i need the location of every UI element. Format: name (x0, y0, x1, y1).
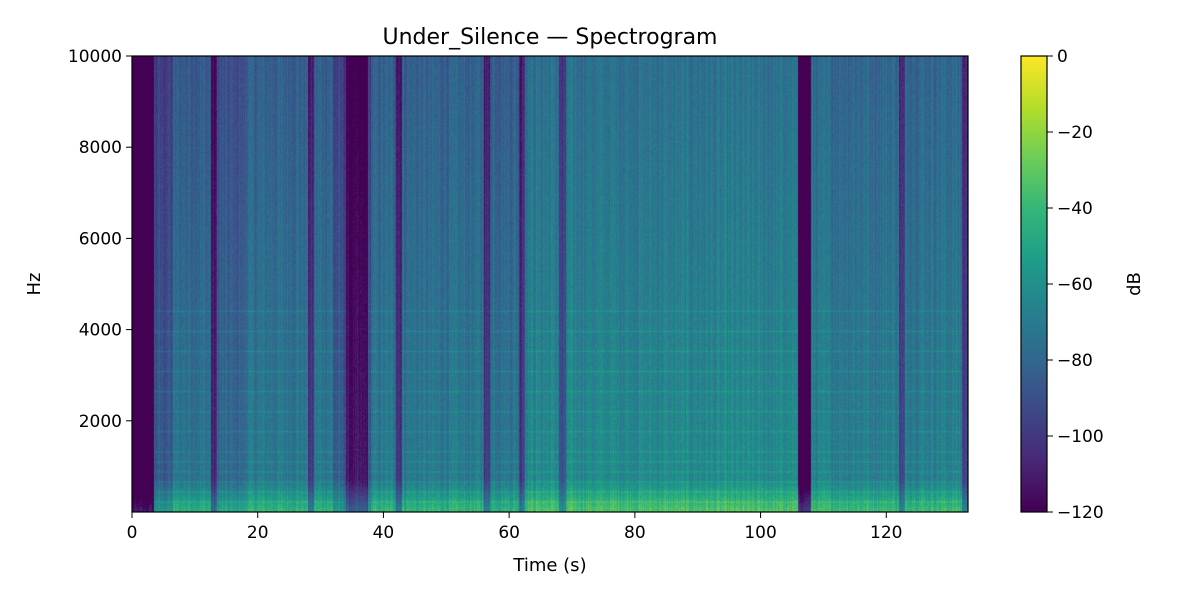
spectrogram-image (132, 56, 968, 512)
colorbar-ticks: 0 −20 −40 −60 −80 −100 −120 (1047, 47, 1104, 523)
x-axis-ticks: 0 20 40 60 80 100 120 (127, 512, 903, 543)
colorbar-tick-label: −80 (1057, 351, 1093, 371)
colorbar-tick-label: −20 (1057, 123, 1093, 143)
colorbar-frame (1020, 55, 1048, 513)
y-axis-label: Hz (24, 273, 45, 296)
x-tick-label: 20 (247, 523, 269, 543)
x-tick-label: 100 (744, 523, 776, 543)
x-tick-label: 80 (624, 523, 646, 543)
y-tick-label: 8000 (79, 138, 122, 158)
colorbar-gradient (1021, 56, 1047, 512)
colorbar-tick-label: 0 (1057, 47, 1068, 67)
colorbar-tick-label: −100 (1057, 427, 1104, 447)
colorbar-tick-label: −60 (1057, 275, 1093, 295)
x-tick-label: 0 (127, 523, 138, 543)
y-tick-label: 6000 (79, 229, 122, 249)
y-axis-ticks: 2000 4000 6000 8000 10000 (68, 47, 132, 432)
y-tick-label: 2000 (79, 412, 122, 432)
colorbar-tick-label: −40 (1057, 199, 1093, 219)
x-tick-label: 40 (373, 523, 395, 543)
x-axis-label: Time (s) (512, 555, 586, 576)
y-tick-label: 10000 (68, 47, 122, 67)
x-tick-label: 120 (870, 523, 902, 543)
colorbar-label: dB (1124, 272, 1145, 296)
chart-title: Under_Silence — Spectrogram (382, 25, 717, 50)
x-tick-label: 60 (498, 523, 520, 543)
colorbar-tick-label: −120 (1057, 503, 1104, 523)
plot-frame (131, 55, 969, 513)
y-tick-label: 4000 (79, 321, 122, 341)
